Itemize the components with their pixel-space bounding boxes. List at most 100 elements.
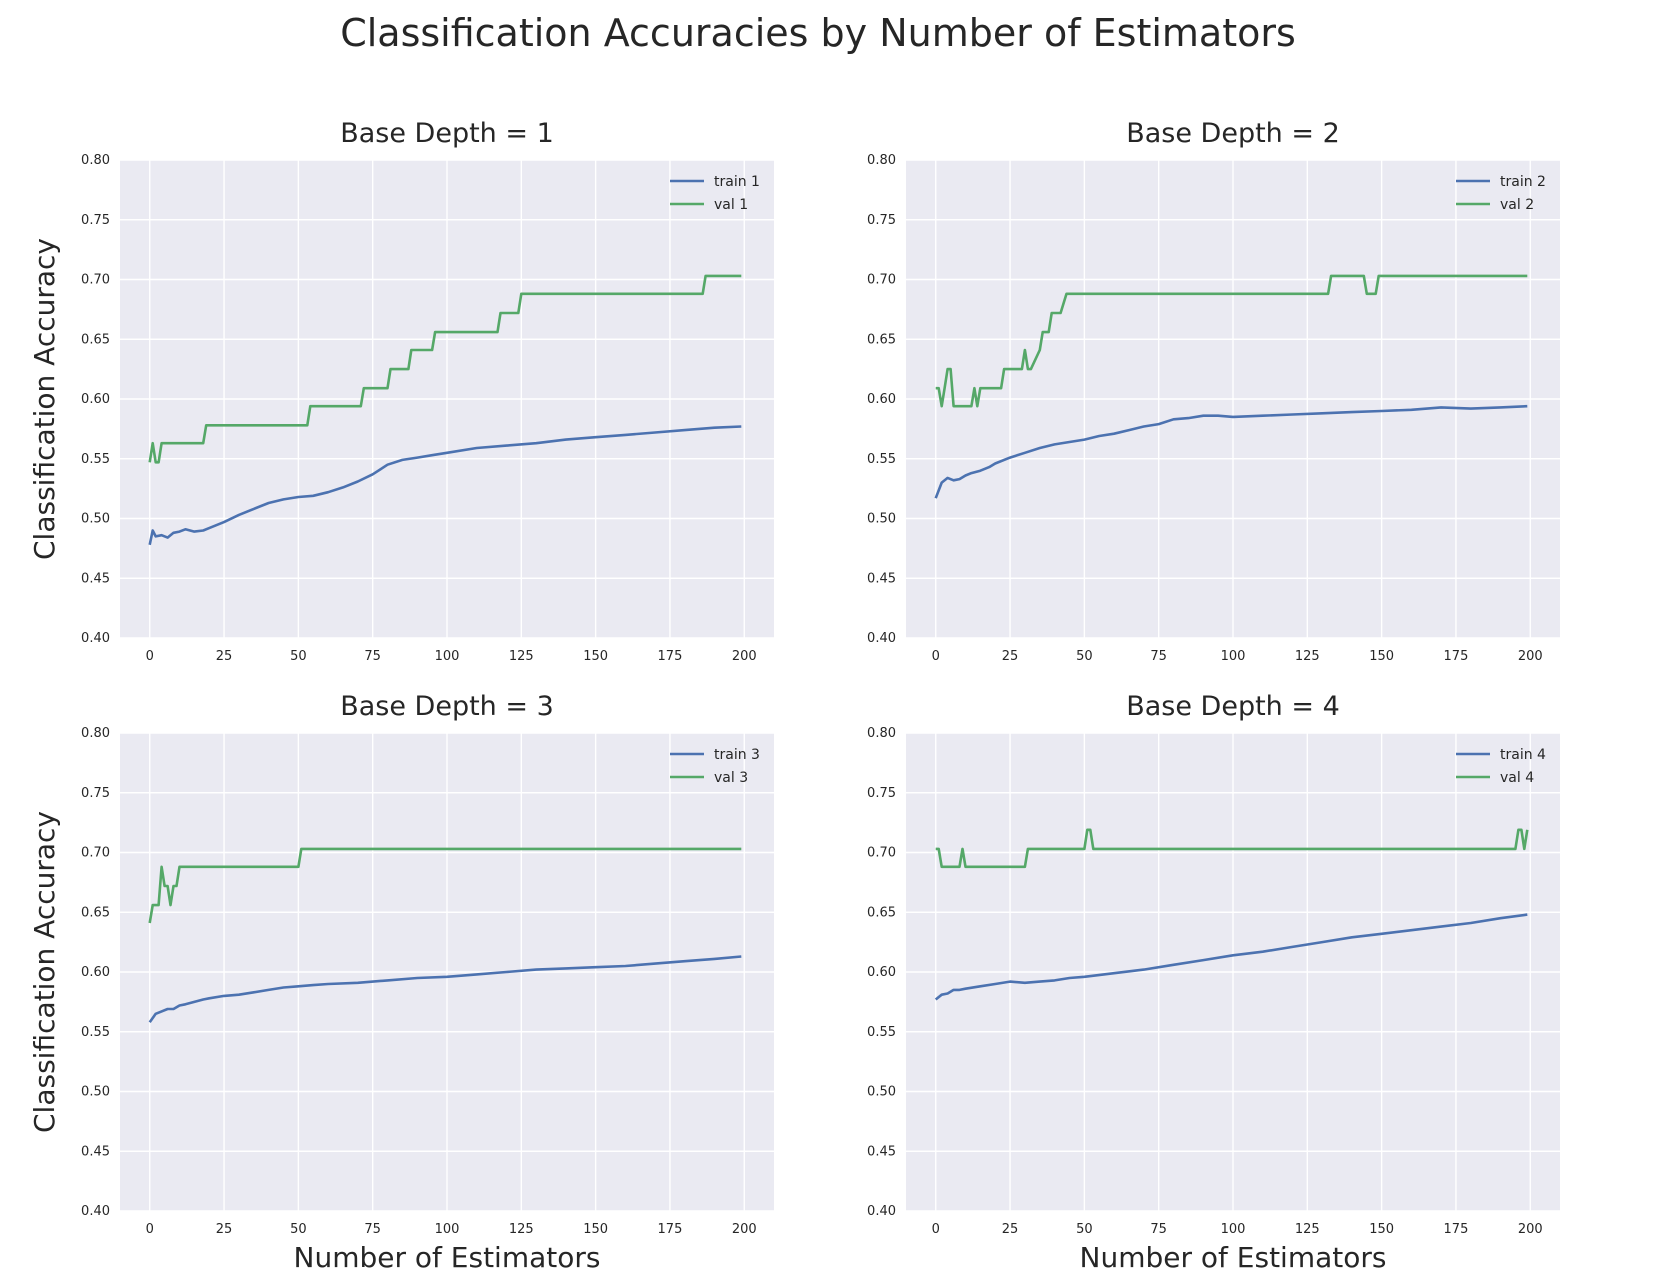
subplot-title: Base Depth = 2 — [1126, 118, 1340, 149]
y-tick-label: 0.65 — [867, 905, 896, 920]
y-tick-label: 0.40 — [867, 631, 896, 646]
x-axis-label: Number of Estimators — [294, 1241, 601, 1274]
y-tick-label: 0.45 — [81, 1144, 110, 1159]
x-tick-label: 200 — [732, 1222, 757, 1237]
series-line-train-1 — [148, 425, 742, 546]
y-tick-label: 0.65 — [81, 332, 110, 347]
series-line-val-4 — [935, 828, 1529, 869]
legend: train 4 val 4 — [1456, 747, 1546, 786]
legend-label: train 2 — [1500, 174, 1546, 190]
y-tick-label: 0.45 — [867, 571, 896, 586]
subplot-2: 0 25 50 75 100 125 150 175 200 0.40 0.45 0.50 0.55 0.… — [867, 118, 1560, 664]
x-tick-label: 25 — [216, 649, 233, 664]
series-line-val-1 — [148, 274, 742, 464]
y-tick-label: 0.75 — [81, 786, 110, 801]
subplot-grid: 0 25 50 75 100 125 150 175 200 0.40 0.45 0.50 0.55 0.… — [28, 118, 1560, 1274]
legend-label: val 4 — [1500, 770, 1534, 786]
x-tick-label: 200 — [732, 649, 757, 664]
x-tick-label: 150 — [583, 649, 608, 664]
x-tick-label: 200 — [1518, 1222, 1543, 1237]
y-tick-label: 0.40 — [867, 1204, 896, 1219]
x-tick-label: 175 — [1444, 1222, 1469, 1237]
legend-label: val 2 — [1500, 197, 1534, 213]
x-axis-label: Number of Estimators — [1080, 1241, 1387, 1274]
subplot-3: 0 25 50 75 100 125 150 175 200 0.40 0.45 0.50 0.55 0.… — [28, 691, 774, 1274]
legend: train 3 val 3 — [670, 747, 760, 786]
y-tick-label: 0.65 — [867, 332, 896, 347]
x-tick-label: 100 — [435, 1222, 460, 1237]
y-tick-label: 0.55 — [867, 452, 896, 467]
x-tick-label: 100 — [1221, 649, 1246, 664]
y-tick-label: 0.50 — [81, 512, 110, 527]
x-tick-label: 0 — [146, 649, 154, 664]
x-tick-label: 0 — [146, 1222, 154, 1237]
x-tick-label: 50 — [1076, 649, 1093, 664]
legend-label: train 3 — [714, 747, 760, 763]
y-tick-label: 0.65 — [81, 905, 110, 920]
y-tick-label: 0.50 — [867, 512, 896, 527]
y-tick-label: 0.70 — [81, 273, 110, 288]
y-tick-label: 0.50 — [81, 1085, 110, 1100]
y-tick-label: 0.60 — [81, 392, 110, 407]
legend: train 2 val 2 — [1456, 174, 1546, 213]
legend-label: train 4 — [1500, 747, 1546, 763]
x-tick-label: 75 — [1150, 1222, 1167, 1237]
series-line-val-3 — [148, 847, 742, 924]
x-tick-label: 25 — [1002, 649, 1019, 664]
y-tick-label: 0.75 — [867, 786, 896, 801]
series-line-train-2 — [934, 404, 1528, 499]
x-tick-label: 175 — [658, 649, 683, 664]
x-tick-label: 75 — [1150, 649, 1167, 664]
subplot-title: Base Depth = 4 — [1126, 691, 1340, 722]
y-axis-label: Classification Accuracy — [28, 811, 61, 1133]
x-tick-label: 100 — [435, 649, 460, 664]
y-tick-label: 0.55 — [81, 452, 110, 467]
y-tick-label: 0.80 — [81, 153, 110, 168]
y-tick-label: 0.40 — [81, 631, 110, 646]
x-tick-label: 50 — [290, 649, 307, 664]
x-tick-label: 75 — [364, 1222, 381, 1237]
x-tick-label: 200 — [1518, 649, 1543, 664]
x-tick-label: 175 — [1444, 649, 1469, 664]
series-line-val-2 — [935, 274, 1528, 408]
y-tick-label: 0.40 — [81, 1204, 110, 1219]
y-tick-label: 0.60 — [81, 965, 110, 980]
subplot-1: 0 25 50 75 100 125 150 175 200 0.40 0.45 0.50 0.55 0.… — [28, 118, 774, 664]
x-tick-label: 150 — [1369, 1222, 1394, 1237]
x-tick-label: 0 — [932, 1222, 940, 1237]
y-tick-label: 0.80 — [867, 153, 896, 168]
x-tick-label: 0 — [932, 649, 940, 664]
x-tick-label: 50 — [290, 1222, 307, 1237]
y-tick-label: 0.70 — [867, 846, 896, 861]
x-tick-label: 75 — [364, 649, 381, 664]
legend-label: train 1 — [714, 174, 760, 190]
y-tick-label: 0.60 — [867, 965, 896, 980]
x-tick-label: 150 — [583, 1222, 608, 1237]
x-tick-label: 125 — [509, 1222, 534, 1237]
y-tick-label: 0.80 — [81, 726, 110, 741]
x-tick-label: 100 — [1221, 1222, 1246, 1237]
y-tick-label: 0.50 — [867, 1085, 896, 1100]
subplot-title: Base Depth = 3 — [340, 691, 554, 722]
y-tick-label: 0.60 — [867, 392, 896, 407]
series-line-train-3 — [148, 955, 742, 1023]
x-tick-label: 125 — [1295, 649, 1320, 664]
y-tick-label: 0.55 — [81, 1025, 110, 1040]
y-tick-label: 0.80 — [867, 726, 896, 741]
x-tick-label: 125 — [509, 649, 534, 664]
subplot-4: 0 25 50 75 100 125 150 175 200 0.40 0.45 0.50 0.55 0.… — [867, 691, 1560, 1274]
y-tick-label: 0.75 — [867, 213, 896, 228]
y-axis-label: Classification Accuracy — [28, 238, 61, 560]
y-tick-label: 0.45 — [867, 1144, 896, 1159]
x-tick-label: 125 — [1295, 1222, 1320, 1237]
legend: train 1 val 1 — [670, 174, 760, 213]
y-tick-label: 0.45 — [81, 571, 110, 586]
y-tick-label: 0.70 — [81, 846, 110, 861]
subplot-title: Base Depth = 1 — [340, 118, 554, 149]
y-tick-label: 0.55 — [867, 1025, 896, 1040]
x-tick-label: 50 — [1076, 1222, 1093, 1237]
legend-label: val 1 — [714, 197, 748, 213]
legend-label: val 3 — [714, 770, 748, 786]
y-tick-label: 0.75 — [81, 213, 110, 228]
